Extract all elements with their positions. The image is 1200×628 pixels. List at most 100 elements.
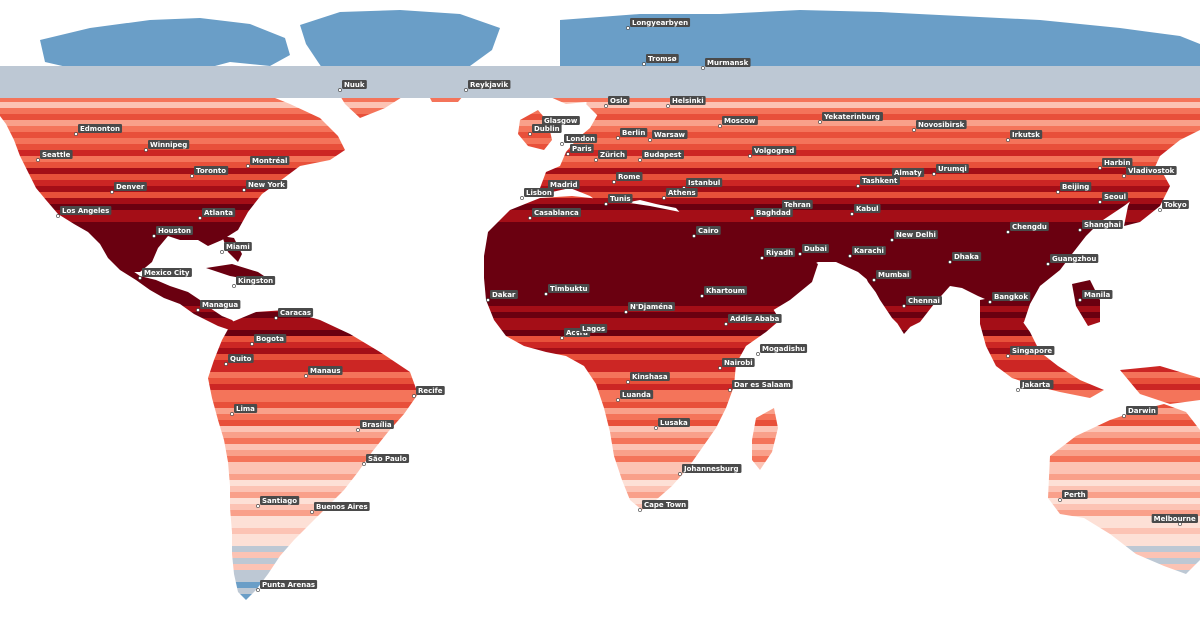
city-marker[interactable]: Bogota (250, 334, 287, 346)
city-dot[interactable] (1122, 414, 1126, 418)
city-dot[interactable] (932, 172, 936, 176)
city-dot[interactable] (242, 188, 246, 192)
city-marker[interactable]: Nairobi (718, 358, 755, 370)
city-marker[interactable]: Brasília (356, 420, 394, 432)
city-marker[interactable]: Dhaka (948, 252, 982, 264)
city-marker[interactable]: Warsaw (648, 130, 688, 142)
city-marker[interactable]: Seattle (36, 150, 73, 162)
city-dot[interactable] (626, 26, 630, 30)
city-marker[interactable]: Chengdu (1006, 222, 1049, 234)
city-dot[interactable] (748, 154, 752, 158)
city-dot[interactable] (701, 66, 705, 70)
city-marker[interactable]: Seoul (1098, 192, 1128, 204)
city-dot[interactable] (36, 158, 40, 162)
city-marker[interactable]: Vladivostok (1122, 166, 1177, 178)
city-marker[interactable]: Kinshasa (626, 372, 670, 384)
city-dot[interactable] (464, 88, 468, 92)
city-marker[interactable]: Karachi (848, 246, 886, 258)
city-marker[interactable]: Berlin (616, 128, 648, 140)
city-marker[interactable]: Irkutsk (1006, 130, 1043, 142)
city-marker[interactable]: Mexico City (138, 268, 192, 280)
city-dot[interactable] (1158, 208, 1162, 212)
city-dot[interactable] (198, 216, 202, 220)
city-marker[interactable]: Addis Ababa (724, 314, 782, 326)
city-dot[interactable] (818, 120, 822, 124)
city-marker[interactable]: Oslo (604, 96, 630, 108)
city-marker[interactable]: Shanghai (1078, 220, 1123, 232)
city-marker[interactable]: Dubai (798, 244, 829, 256)
city-dot[interactable] (604, 104, 608, 108)
city-dot[interactable] (528, 216, 532, 220)
city-marker[interactable]: Luanda (616, 390, 654, 402)
city-marker[interactable]: Santiago (256, 496, 300, 508)
city-marker[interactable]: Denver (110, 182, 147, 194)
city-dot[interactable] (856, 184, 860, 188)
city-dot[interactable] (750, 216, 754, 220)
city-marker[interactable]: Cairo (692, 226, 721, 238)
city-dot[interactable] (544, 292, 548, 296)
city-marker[interactable]: Los Angeles (56, 206, 112, 218)
city-marker[interactable]: Miami (220, 242, 252, 254)
city-marker[interactable]: Lisbon (520, 188, 554, 200)
city-dot[interactable] (728, 388, 732, 392)
city-marker[interactable]: Singapore (1006, 346, 1055, 358)
city-marker[interactable]: Atlanta (198, 208, 236, 220)
city-dot[interactable] (196, 308, 200, 312)
city-marker[interactable]: Tashkent (856, 176, 900, 188)
city-dot[interactable] (912, 128, 916, 132)
city-dot[interactable] (566, 152, 570, 156)
city-dot[interactable] (1078, 298, 1082, 302)
city-dot[interactable] (700, 294, 704, 298)
city-dot[interactable] (718, 366, 722, 370)
city-marker[interactable]: Edmonton (74, 124, 123, 136)
city-marker[interactable]: Riyadh (760, 248, 796, 260)
city-dot[interactable] (848, 254, 852, 258)
city-dot[interactable] (612, 180, 616, 184)
city-dot[interactable] (256, 588, 260, 592)
city-marker[interactable]: New Delhi (890, 230, 938, 242)
city-dot[interactable] (338, 88, 342, 92)
city-dot[interactable] (988, 300, 992, 304)
city-dot[interactable] (560, 142, 564, 146)
city-marker[interactable]: Harbin (1098, 158, 1133, 170)
city-dot[interactable] (520, 196, 524, 200)
city-dot[interactable] (756, 352, 760, 356)
city-marker[interactable]: Managua (196, 300, 241, 312)
city-marker[interactable]: Manila (1078, 290, 1113, 302)
city-dot[interactable] (654, 426, 658, 430)
city-dot[interactable] (224, 362, 228, 366)
city-dot[interactable] (604, 202, 608, 206)
city-marker[interactable]: Mumbai (872, 270, 912, 282)
city-marker[interactable]: Casablanca (528, 208, 582, 220)
city-dot[interactable] (1016, 388, 1020, 392)
city-dot[interactable] (1122, 174, 1126, 178)
city-marker[interactable]: Urumqi (932, 164, 969, 176)
city-dot[interactable] (902, 304, 906, 308)
city-marker[interactable]: Helsinki (666, 96, 706, 108)
city-marker[interactable]: Kabul (850, 204, 881, 216)
city-marker[interactable]: Novosibirsk (912, 120, 967, 132)
city-marker[interactable]: Mogadishu (756, 344, 808, 356)
city-marker[interactable]: Dublin (528, 124, 562, 136)
city-marker[interactable]: Reykjavik (464, 80, 511, 92)
city-marker[interactable]: Caracas (274, 308, 314, 320)
city-marker[interactable]: Punta Arenas (256, 580, 318, 592)
city-marker[interactable]: Manaus (304, 366, 343, 378)
city-dot[interactable] (1098, 200, 1102, 204)
city-dot[interactable] (1006, 354, 1010, 358)
city-marker[interactable]: Longyearbyen (626, 18, 691, 30)
city-dot[interactable] (850, 212, 854, 216)
city-dot[interactable] (1178, 522, 1182, 526)
city-dot[interactable] (232, 284, 236, 288)
city-marker[interactable]: Dar es Salaam (728, 380, 793, 392)
city-dot[interactable] (1098, 166, 1102, 170)
city-dot[interactable] (152, 234, 156, 238)
city-marker[interactable]: Dakar (486, 290, 518, 302)
city-dot[interactable] (718, 124, 722, 128)
city-marker[interactable]: Beijing (1056, 182, 1092, 194)
city-dot[interactable] (1058, 498, 1062, 502)
city-dot[interactable] (576, 332, 580, 336)
city-marker[interactable]: Winnipeg (144, 140, 190, 152)
city-marker[interactable]: São Paulo (362, 454, 410, 466)
city-dot[interactable] (274, 316, 278, 320)
